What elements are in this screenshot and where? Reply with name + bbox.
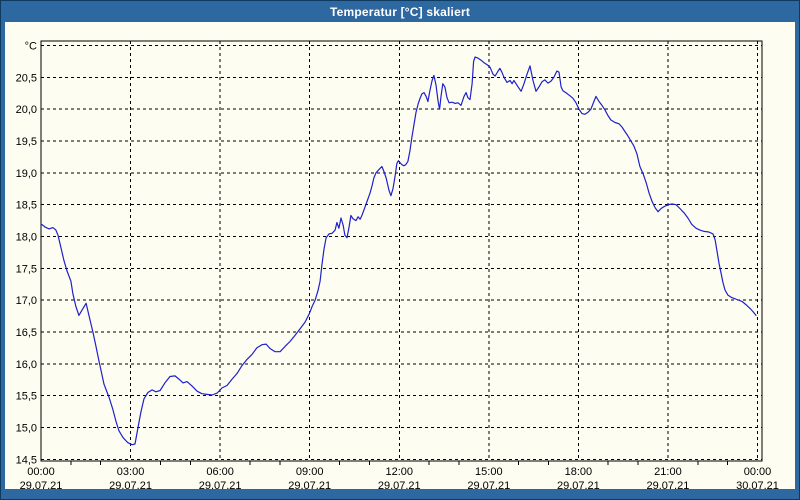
svg-text:29.07.21: 29.07.21 <box>467 480 510 491</box>
svg-text:19,0: 19,0 <box>16 168 37 180</box>
svg-text:12:00: 12:00 <box>385 466 413 478</box>
svg-text:16,0: 16,0 <box>16 359 37 371</box>
svg-text:18:00: 18:00 <box>565 466 593 478</box>
svg-text:15,5: 15,5 <box>16 391 37 403</box>
svg-text:18,0: 18,0 <box>16 231 37 243</box>
svg-text:29.07.21: 29.07.21 <box>557 480 600 491</box>
svg-text:29.07.21: 29.07.21 <box>20 480 63 491</box>
x-axis-labels: 00:00 29.07.21 03:00 29.07.21 06:00 29.07.21 0… <box>20 466 779 491</box>
svg-text:06:00: 06:00 <box>206 466 234 478</box>
temperature-chart: °C 20,5 20,0 19,5 19,0 18,5 18,0 17,5 17,0 16,5 16… <box>16 40 779 491</box>
svg-text:15:00: 15:00 <box>475 466 503 478</box>
svg-text:20,0: 20,0 <box>16 104 37 116</box>
temperature-line <box>40 56 757 446</box>
plot-frame <box>40 40 763 462</box>
svg-text:00:00: 00:00 <box>27 466 55 478</box>
svg-text:20,5: 20,5 <box>16 72 37 84</box>
svg-text:°C: °C <box>25 41 37 53</box>
svg-text:29.07.21: 29.07.21 <box>109 480 152 491</box>
window-title: Temperatur [°C] skaliert <box>329 4 471 19</box>
chart-area: °C 20,5 20,0 19,5 19,0 18,5 18,0 17,5 17,0 16,5 16… <box>5 22 795 491</box>
gridlines <box>41 41 762 461</box>
svg-text:14,5: 14,5 <box>16 454 37 466</box>
svg-text:17,0: 17,0 <box>16 295 37 307</box>
svg-text:15,0: 15,0 <box>16 422 37 434</box>
y-axis-labels: °C 20,5 20,0 19,5 19,0 18,5 18,0 17,5 17,0 16,5 16… <box>16 41 37 467</box>
svg-text:29.07.21: 29.07.21 <box>199 480 242 491</box>
svg-text:21:00: 21:00 <box>654 466 682 478</box>
svg-text:03:00: 03:00 <box>117 466 145 478</box>
svg-text:00:00: 00:00 <box>744 466 772 478</box>
svg-text:29.07.21: 29.07.21 <box>288 480 331 491</box>
svg-text:17,5: 17,5 <box>16 263 37 275</box>
x-minor-ticks <box>70 461 729 465</box>
title-bar: Temperatur [°C] skaliert <box>1 1 799 22</box>
svg-text:16,5: 16,5 <box>16 327 37 339</box>
svg-text:19,5: 19,5 <box>16 136 37 148</box>
svg-text:09:00: 09:00 <box>296 466 324 478</box>
svg-text:29.07.21: 29.07.21 <box>378 480 421 491</box>
svg-text:18,5: 18,5 <box>16 200 37 212</box>
svg-text:29.07.21: 29.07.21 <box>647 480 690 491</box>
svg-text:30.07.21: 30.07.21 <box>736 480 779 491</box>
